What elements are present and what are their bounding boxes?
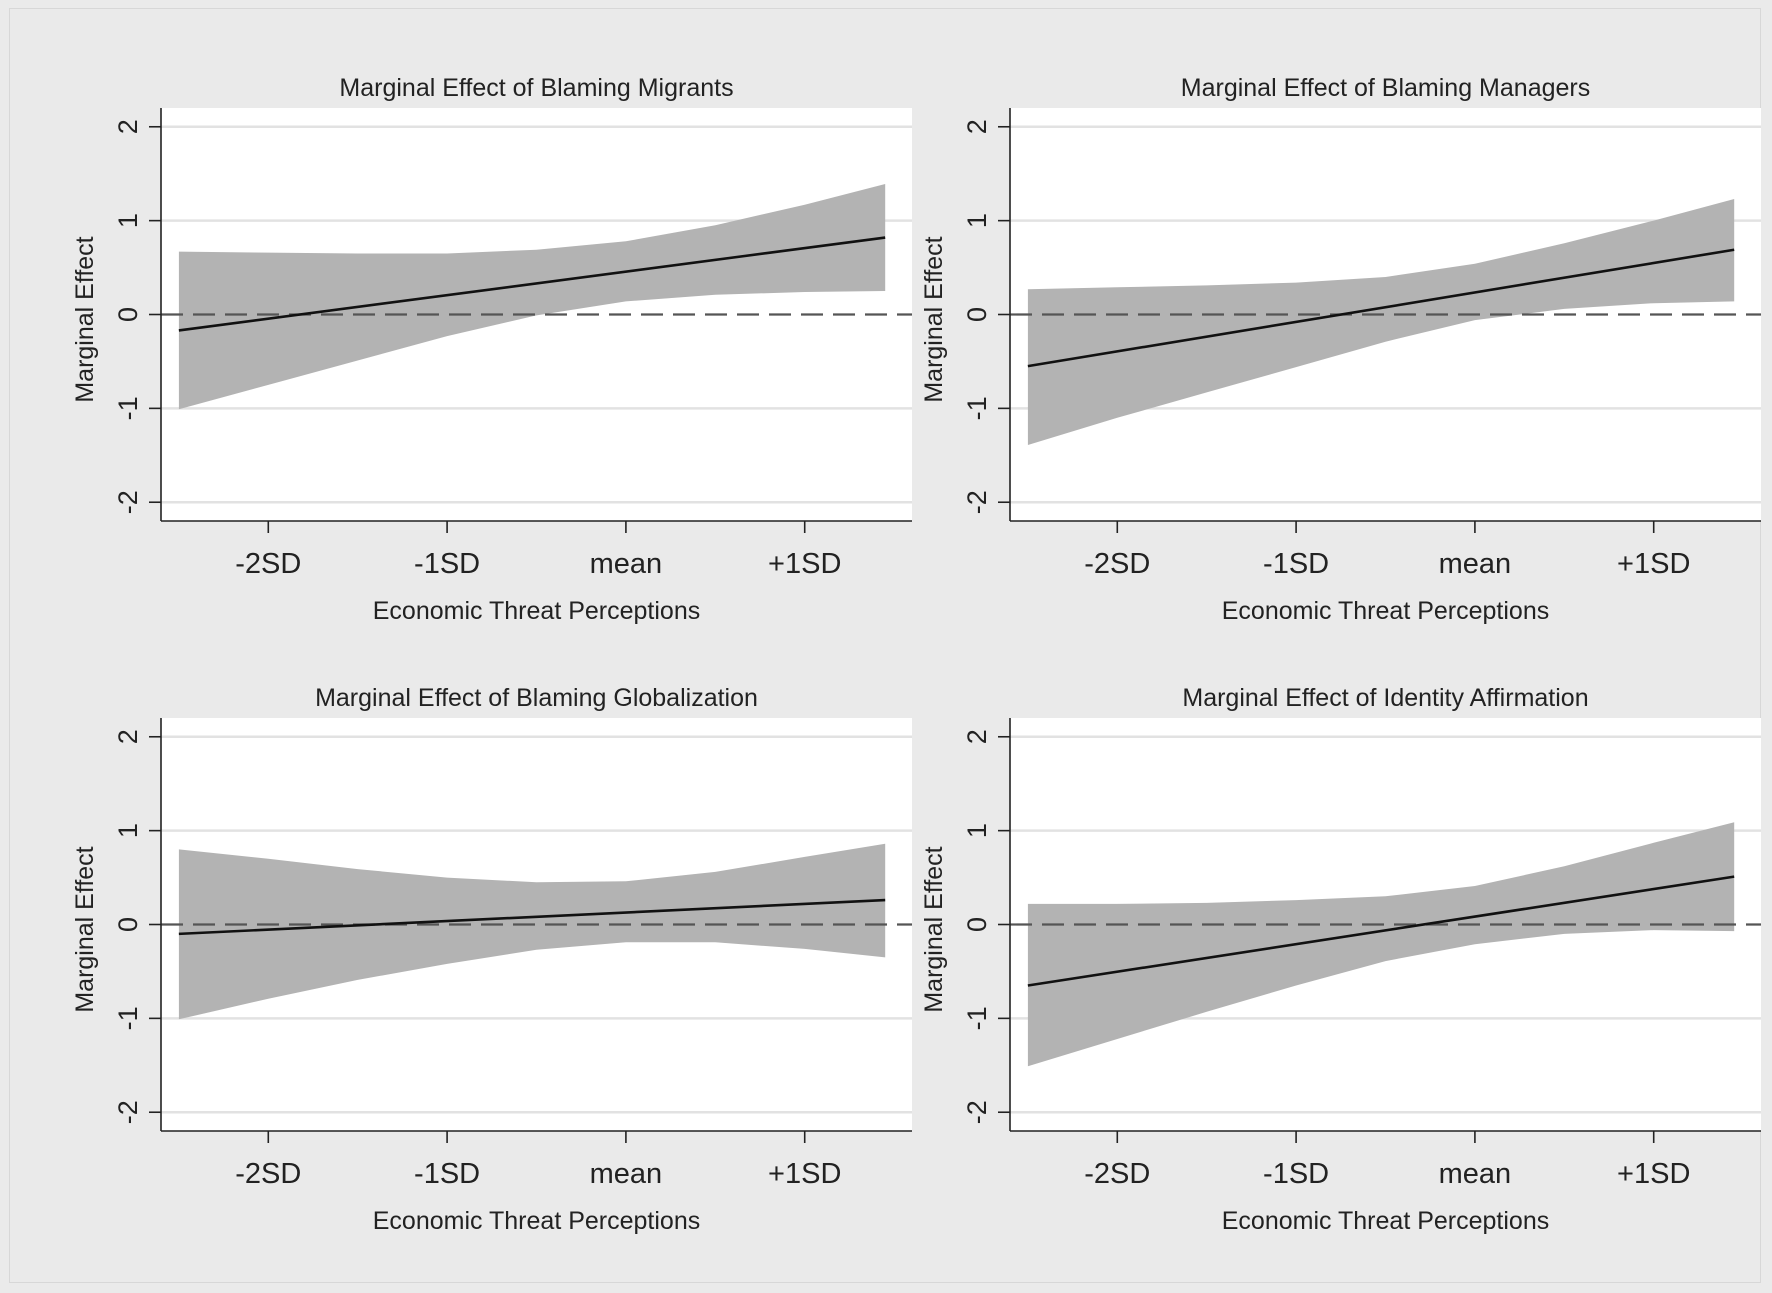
y-tick-label: -1 xyxy=(962,396,992,420)
y-tick-label: 0 xyxy=(962,307,992,322)
chart-title: Marginal Effect of Blaming Migrants xyxy=(339,74,733,102)
y-axis-label: Marginal Effect xyxy=(71,846,99,1012)
x-tick-label: mean xyxy=(1439,1158,1512,1190)
y-axis-label: Marginal Effect xyxy=(920,236,948,402)
estimate-line xyxy=(178,898,886,936)
confidence-band xyxy=(1027,822,1735,1067)
chart-panel-3: 2 1 0 -1 -2 -2SD -1SD mean +1SD Marginal Effect o… xyxy=(71,684,912,1235)
x-tick-label: -2SD xyxy=(235,548,301,580)
x-tick-label: -1SD xyxy=(1263,1158,1329,1190)
chart-title: Marginal Effect of Blaming Managers xyxy=(1181,74,1590,102)
y-axis-label: Marginal Effect xyxy=(71,236,99,402)
confidence-band xyxy=(1027,199,1735,445)
y-tick-label: 0 xyxy=(113,917,143,932)
estimate-line xyxy=(178,236,886,332)
y-tick-label: 2 xyxy=(113,729,143,744)
x-axis-label: Economic Threat Perceptions xyxy=(373,597,700,625)
y-tick-label: 1 xyxy=(962,213,992,228)
y-tick-label: -1 xyxy=(962,1006,992,1030)
y-tick-label: 1 xyxy=(962,823,992,838)
y-tick-label: -2 xyxy=(962,490,992,514)
x-tick-label: mean xyxy=(1439,548,1512,580)
y-tick-label: -2 xyxy=(113,490,143,514)
x-tick-label: -2SD xyxy=(1084,548,1150,580)
x-tick-label: -2SD xyxy=(235,1158,301,1190)
y-tick-label: 0 xyxy=(962,917,992,932)
x-tick-label: mean xyxy=(590,1158,663,1190)
chart-panel-2: 2 1 0 -1 -2 -2SD -1SD mean +1SD Marginal Effect o… xyxy=(920,74,1761,625)
x-tick-label: mean xyxy=(590,548,663,580)
confidence-band xyxy=(178,184,886,410)
x-axis-label: Economic Threat Perceptions xyxy=(1222,597,1549,625)
x-axis-label: Economic Threat Perceptions xyxy=(373,1207,700,1235)
y-tick-label: 2 xyxy=(113,119,143,134)
y-axis-label: Marginal Effect xyxy=(920,846,948,1012)
x-axis-label: Economic Threat Perceptions xyxy=(1222,1207,1549,1235)
estimate-line xyxy=(1027,248,1735,368)
y-tick-label: 2 xyxy=(962,119,992,134)
x-tick-label: +1SD xyxy=(768,548,841,580)
y-tick-label: 2 xyxy=(962,729,992,744)
y-tick-label: 0 xyxy=(113,307,143,322)
x-tick-label: -2SD xyxy=(1084,1158,1150,1190)
y-tick-label: -2 xyxy=(962,1100,992,1124)
y-tick-label: -1 xyxy=(113,396,143,420)
x-tick-label: +1SD xyxy=(768,1158,841,1190)
chart-panel-1: 2 1 0 -1 -2 -2SD -1SD mean +1SD Marginal Effect o… xyxy=(71,74,912,625)
estimate-line xyxy=(1027,875,1735,987)
x-tick-label: -1SD xyxy=(1263,548,1329,580)
y-tick-label: 1 xyxy=(113,213,143,228)
x-tick-label: +1SD xyxy=(1617,1158,1690,1190)
y-tick-label: 1 xyxy=(113,823,143,838)
y-tick-label: -1 xyxy=(113,1006,143,1030)
x-tick-label: +1SD xyxy=(1617,548,1690,580)
chart-panel-4: 2 1 0 -1 -2 -2SD -1SD mean +1SD Marginal Effect o… xyxy=(920,684,1761,1235)
x-tick-label: -1SD xyxy=(414,1158,480,1190)
x-tick-label: -1SD xyxy=(414,548,480,580)
confidence-band xyxy=(178,843,886,1020)
chart-title: Marginal Effect of Blaming Globalization xyxy=(315,684,758,712)
chart-title: Marginal Effect of Identity Affirmation xyxy=(1182,684,1588,712)
y-tick-label: -2 xyxy=(113,1100,143,1124)
